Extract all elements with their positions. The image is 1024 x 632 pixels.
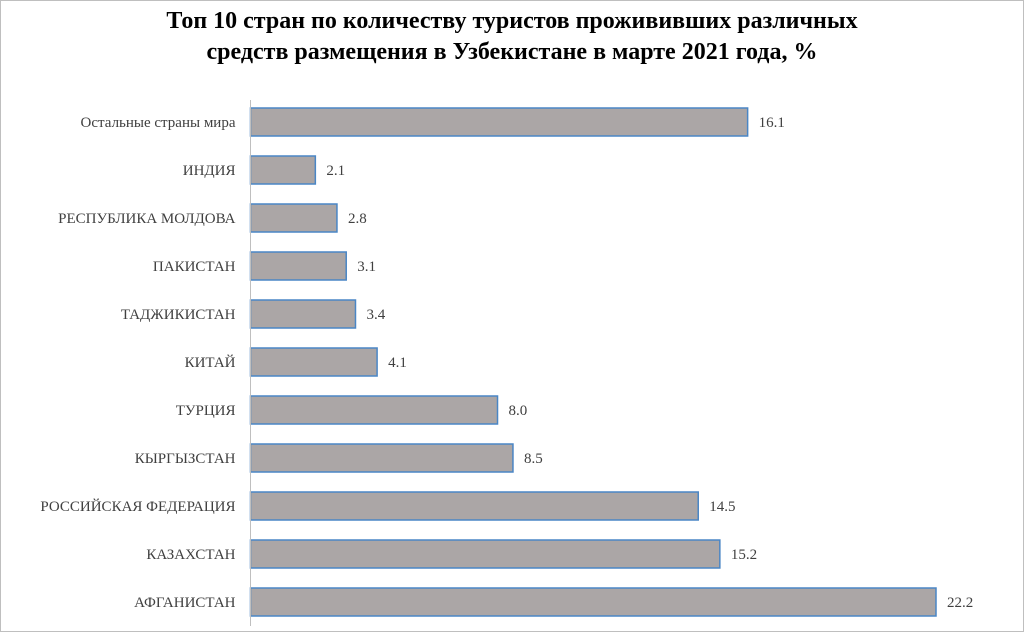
data-label: 3.4 [366,307,385,323]
bars-layer: Остальные страны мира 16.1 ИНДИЯ 2.1 РЕСПУБЛ… [40,107,973,617]
data-label: 15.2 [731,547,757,563]
category-label: РОССИЙСКАЯ ФЕДЕРАЦИЯ [40,498,235,515]
bar [249,491,699,521]
data-label: 22.2 [947,595,973,611]
category-label: Остальные страны мира [81,115,236,131]
bar [249,395,499,425]
bar [249,347,378,377]
bar [249,155,317,185]
bar [249,251,347,281]
data-label: 2.8 [348,211,367,227]
category-label: ТУРЦИЯ [176,403,236,419]
category-label: ИНДИЯ [183,163,236,179]
category-label: ТАДЖИКИСТАН [121,307,236,323]
category-label: РЕСПУБЛИКА МОЛДОВА [58,211,236,227]
bar [249,539,721,569]
bar [249,443,514,473]
category-label: ПАКИСТАН [153,259,236,275]
category-label: КЫРГЫЗСТАН [135,451,236,467]
category-label: КИТАЙ [185,354,236,371]
data-label: 2.1 [326,163,345,179]
chart-title-line-1: Топ 10 стран по количеству туристов прож… [166,8,858,34]
data-label: 16.1 [759,115,785,131]
category-label: КАЗАХСТАН [146,547,235,563]
chart-title: Топ 10 стран по количеству туристов прож… [0,6,1024,68]
data-label: 3.1 [357,259,376,275]
bar [249,299,357,329]
bar [249,203,338,233]
data-label: 4.1 [388,355,407,371]
data-label: 8.5 [524,451,543,467]
bar [249,587,937,617]
data-label: 8.0 [509,403,528,419]
data-label: 14.5 [709,499,735,515]
chart-title-line-2: средств размещения в Узбекистане в марте… [206,39,818,65]
bar [249,107,749,137]
category-label: АФГАНИСТАН [134,595,236,611]
